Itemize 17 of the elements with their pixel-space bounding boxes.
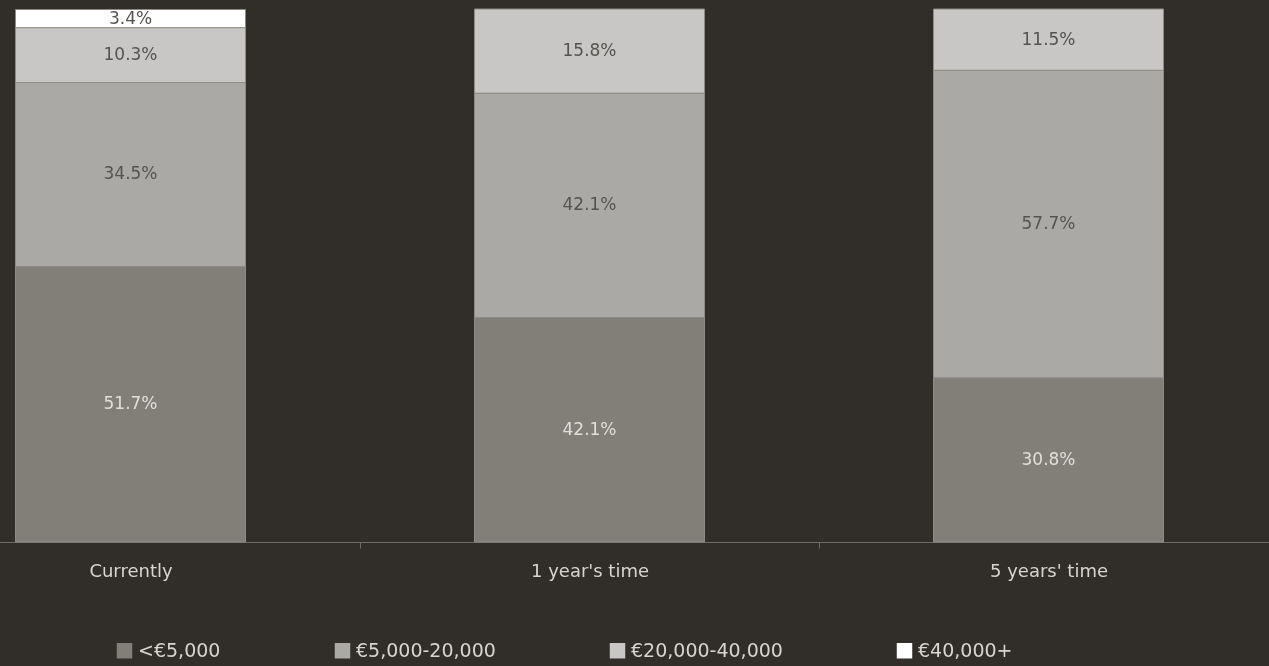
data-label: 51.7% [103,393,158,414]
data-label: 11.5% [1021,28,1076,49]
legend-label: <€5,000 [138,638,221,661]
data-label: 30.8% [1021,448,1076,469]
data-label: 10.3% [103,44,158,65]
x-tick-label: 5 years' time [989,559,1109,581]
data-label: 42.1% [562,418,617,439]
x-tick-label: Currently [89,559,173,581]
data-label: 15.8% [562,40,617,61]
data-label: 42.1% [562,194,617,215]
data-label: 34.5% [103,163,158,184]
legend-label: €20,000-40,000 [631,638,783,661]
legend-label: €5,000-20,000 [356,638,496,661]
x-tick-label: 1 year's time [530,559,650,581]
legend-label: €40,000+ [918,638,1013,661]
data-label: 3.4% [108,7,153,28]
data-label: 57.7% [1021,213,1076,234]
